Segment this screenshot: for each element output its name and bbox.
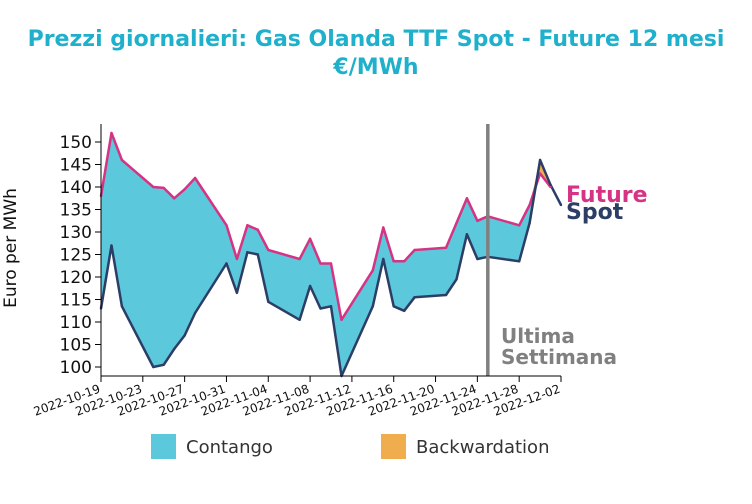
future-point	[329, 262, 333, 265]
future-point	[549, 185, 552, 189]
future-point	[298, 257, 301, 261]
legend-swatch-backwardation	[381, 434, 406, 459]
spot-point	[120, 305, 124, 308]
future-point	[256, 228, 260, 231]
legend-swatch-contango	[151, 434, 176, 459]
ultima-label: Ultima	[501, 324, 575, 348]
y-tick-label: 125	[60, 246, 92, 266]
spot-series-label: Spot	[566, 200, 624, 225]
spot-point	[538, 158, 542, 162]
future-point	[120, 158, 124, 162]
axes	[100, 124, 561, 377]
spot-point	[517, 260, 521, 263]
settimana-label: Settimana	[501, 345, 617, 369]
spot-point	[183, 334, 186, 337]
y-tick-label: 110	[60, 313, 92, 333]
fill-areas	[101, 133, 551, 376]
spot-point	[392, 305, 395, 308]
spot-point	[319, 307, 322, 310]
future-point	[267, 248, 270, 252]
y-tick-label: 100	[60, 358, 92, 378]
future-point	[235, 257, 239, 261]
future-point	[162, 186, 165, 190]
y-tick-label: 130	[60, 223, 92, 243]
x-ticks: 2022-10-192022-10-232022-10-272022-10-31…	[32, 376, 562, 419]
future-point	[152, 185, 155, 189]
y-tick-label: 105	[60, 336, 92, 356]
legend-label-contango: Contango	[186, 437, 273, 458]
spot-point	[267, 300, 270, 303]
spot-point	[371, 305, 375, 308]
spot-point	[382, 257, 385, 261]
future-point	[110, 131, 113, 135]
spot-point	[329, 305, 333, 308]
y-tick-label: 120	[60, 268, 92, 288]
spot-point	[476, 257, 479, 261]
spot-point	[193, 311, 197, 315]
series-lines	[99, 131, 563, 378]
spot-point	[162, 363, 165, 366]
future-line	[99, 131, 552, 322]
future-point	[340, 318, 343, 321]
future-point	[183, 188, 186, 191]
future-point	[413, 248, 416, 252]
future-point	[246, 224, 249, 227]
spot-point	[246, 251, 249, 254]
future-point	[382, 226, 385, 229]
spot-point	[225, 262, 228, 265]
future-point	[371, 269, 375, 272]
spot-point	[559, 203, 563, 207]
future-point	[465, 197, 469, 200]
y-tick-label: 135	[60, 201, 92, 221]
spot-point	[308, 284, 312, 288]
y-tick-label: 150	[60, 133, 92, 153]
spot-point	[256, 253, 260, 256]
spot-point	[549, 183, 552, 186]
spot-point	[172, 347, 176, 351]
chart-title: Prezzi giornalieri: Gas Olanda TTF Spot …	[28, 27, 725, 52]
spot-point	[235, 291, 239, 294]
spot-point	[402, 309, 406, 312]
y-axis-label: Euro per MWh	[1, 188, 21, 308]
spot-point	[298, 318, 301, 321]
future-point	[528, 203, 531, 207]
spot-point	[413, 296, 416, 299]
future-point	[538, 172, 542, 175]
chart-subtitle: €/MWh	[332, 55, 418, 80]
future-series-label: Future	[566, 183, 648, 208]
future-point	[193, 176, 197, 180]
y-tick-label: 145	[60, 156, 92, 176]
future-point	[319, 262, 322, 265]
future-point	[225, 224, 228, 227]
future-point	[308, 237, 312, 240]
spot-point	[152, 365, 155, 369]
future-point	[476, 219, 479, 222]
backwardation-fill	[529, 160, 551, 205]
spot-point	[455, 278, 458, 281]
future-point	[402, 260, 406, 263]
spot-point	[110, 244, 113, 247]
future-point	[455, 221, 458, 225]
spot-point	[444, 293, 448, 297]
legend-label-backwardation: Backwardation	[416, 437, 549, 458]
y-tick-label: 140	[60, 178, 92, 198]
spot-point	[528, 221, 531, 225]
future-point	[444, 246, 448, 249]
contango-fill	[101, 133, 551, 376]
future-point	[172, 197, 176, 200]
spot-point	[465, 233, 469, 236]
future-point	[392, 260, 395, 263]
future-point	[517, 224, 521, 227]
y-tick-label: 115	[60, 291, 92, 311]
